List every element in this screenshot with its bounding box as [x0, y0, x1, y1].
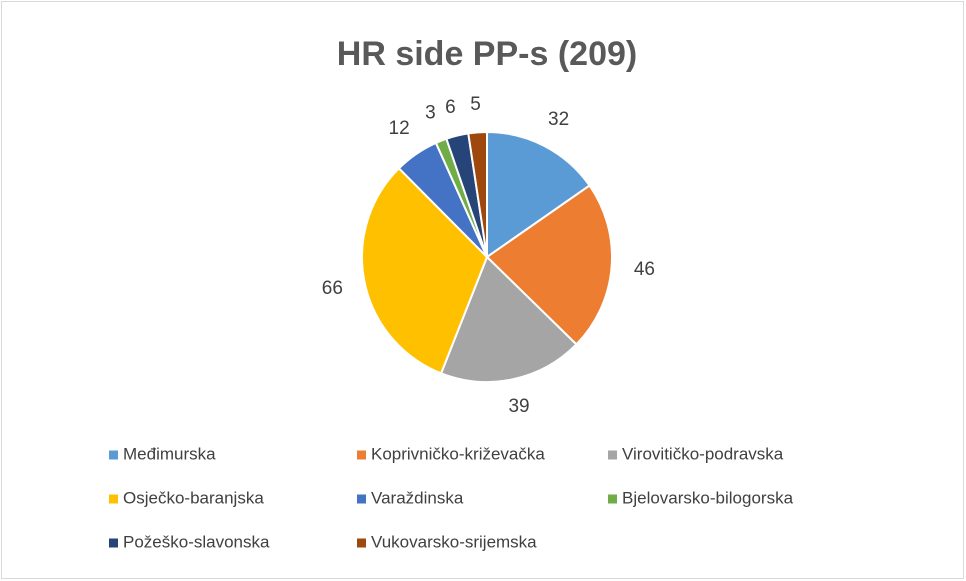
chart-title: HR side PP-s (209) [337, 35, 637, 73]
legend-swatch [109, 450, 118, 460]
legend-swatch [357, 538, 366, 548]
data-label: 39 [508, 396, 529, 417]
pie-slice [485, 184, 613, 346]
legend-label: Vukovarsko-srijemska [371, 532, 537, 551]
data-label: 5 [470, 94, 481, 115]
legend-swatch [109, 538, 118, 548]
legend-label: Požeško-slavonska [123, 532, 270, 551]
data-label: 12 [389, 118, 410, 139]
legend-swatch [357, 494, 366, 504]
data-label: 46 [634, 259, 655, 280]
data-label: 32 [548, 109, 569, 130]
legend-swatch [608, 450, 617, 460]
legend-label: Osječko-baranjska [123, 488, 264, 507]
legend-label: Varaždinska [371, 488, 464, 507]
legend-swatch [608, 494, 617, 504]
legend-label: Koprivničko-križevačka [371, 444, 545, 463]
legend-label: Međimurska [123, 444, 216, 463]
data-label: 6 [445, 97, 456, 118]
data-label: 3 [425, 103, 436, 124]
pie-slice [467, 130, 488, 258]
legend-label: Virovitičko-podravska [622, 444, 784, 463]
pie-slice [486, 130, 591, 259]
pie-slice [361, 166, 489, 375]
legend-swatch [357, 450, 366, 460]
legend-swatch [109, 494, 118, 504]
data-label: 66 [322, 278, 343, 299]
legend-label: Bjelovarsko-bilogorska [622, 488, 794, 507]
